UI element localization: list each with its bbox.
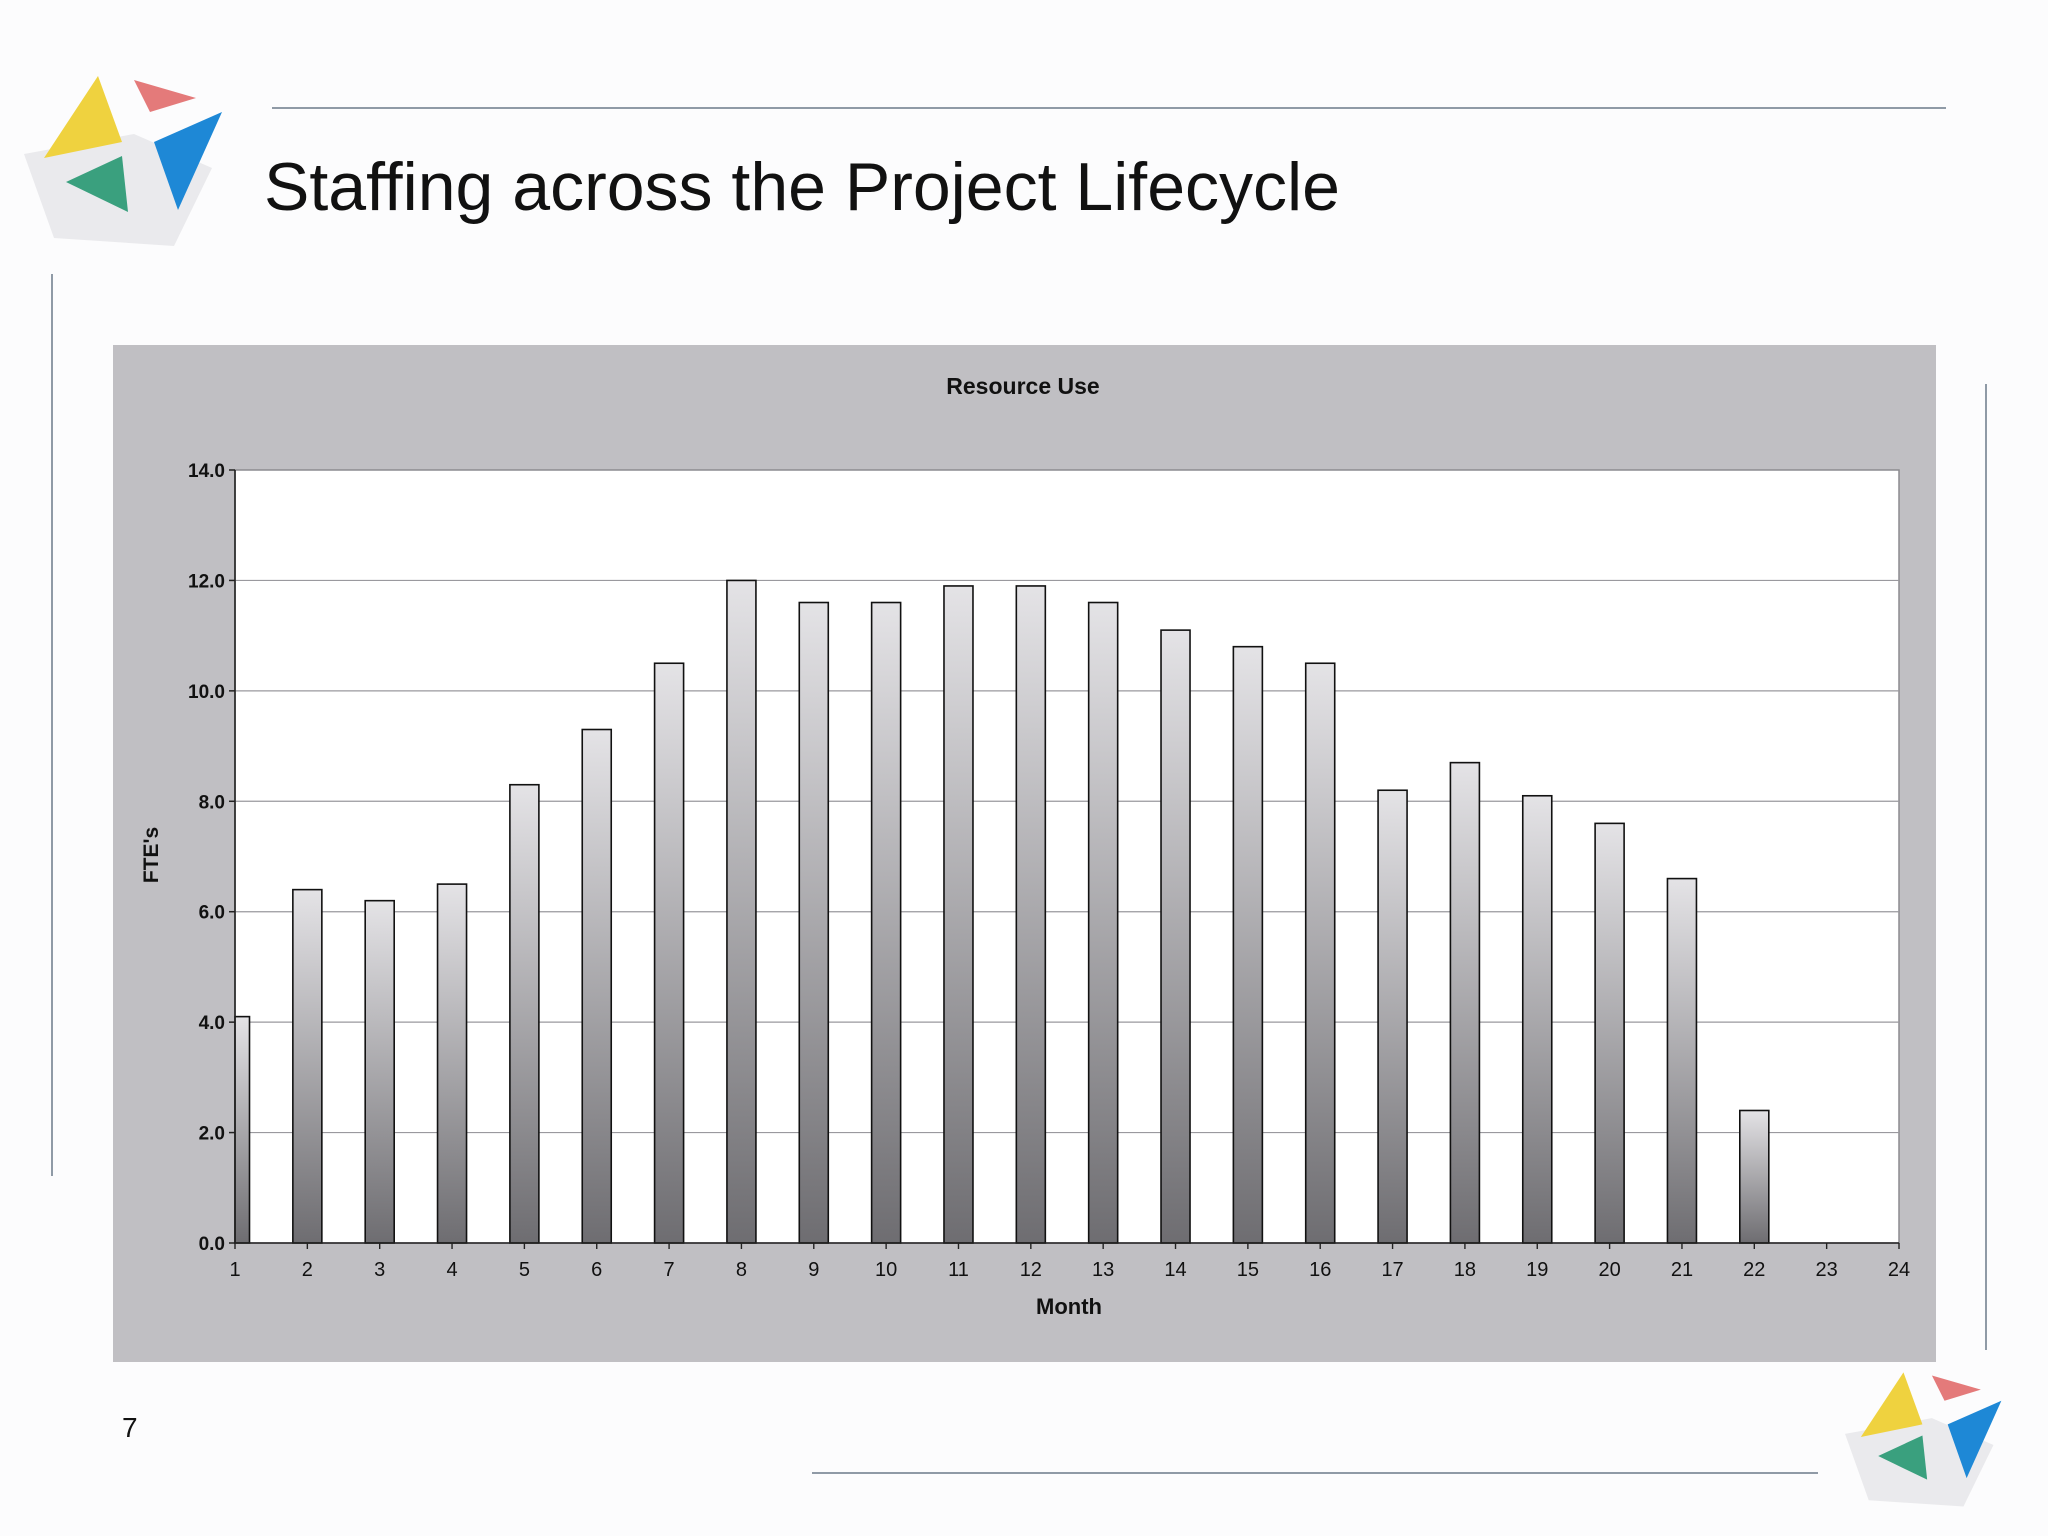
x-tick-label: 5	[519, 1259, 530, 1281]
logo-yellow-triangle	[1860, 1372, 1923, 1438]
bar	[509, 783, 540, 1244]
bar	[1521, 794, 1553, 1244]
x-tick-label: 6	[591, 1259, 602, 1281]
plot-area	[234, 469, 1900, 1244]
y-axis-label: FTE's	[140, 827, 163, 883]
bar	[234, 1015, 251, 1244]
y-tick-label: 2.0	[199, 1124, 225, 1145]
bar	[798, 601, 830, 1244]
x-tick-label: 4	[446, 1259, 457, 1281]
bar	[1087, 601, 1119, 1244]
chart-title: Resource Use	[946, 373, 1099, 399]
bar	[581, 728, 613, 1244]
x-tick-label: 16	[1309, 1259, 1331, 1281]
bar	[653, 662, 685, 1244]
x-tick-label: 7	[664, 1259, 675, 1281]
x-tick-label: 11	[948, 1259, 969, 1281]
y-tick-label: 6.0	[199, 903, 225, 924]
logo-red-triangle	[134, 80, 196, 112]
bar	[1232, 645, 1264, 1244]
x-tick-label: 12	[1020, 1259, 1042, 1281]
y-tick-label: 8.0	[199, 792, 225, 813]
bar	[726, 579, 757, 1244]
chart-area: 0.0 2.0 4.0 6.0 8.0 10.0 12.0 14.0 1 2 3 4 5 6 7 8 9 10 11…	[113, 345, 1936, 1362]
page-number: 7	[122, 1412, 138, 1443]
logo-icon	[24, 76, 222, 246]
x-tick-label: 19	[1526, 1259, 1548, 1281]
bar	[1449, 761, 1481, 1244]
right-divider	[1985, 384, 1987, 1350]
x-tick-label: 24	[1888, 1259, 1910, 1281]
x-tick-label: 22	[1743, 1259, 1765, 1281]
logo-red-triangle	[1931, 1375, 1981, 1401]
x-tick-label: 1	[229, 1259, 240, 1281]
y-tick-label: 0.0	[199, 1234, 225, 1255]
y-tick-label: 14.0	[188, 461, 225, 482]
bar	[1160, 629, 1191, 1244]
x-tick-label: 20	[1598, 1259, 1620, 1281]
y-tick-label: 4.0	[199, 1013, 225, 1034]
bar	[1594, 822, 1625, 1244]
bar	[1377, 789, 1408, 1244]
logo-green-triangle	[1878, 1435, 1928, 1480]
bar	[1666, 877, 1698, 1244]
bar	[1739, 1109, 1770, 1244]
x-tick-label: 13	[1092, 1259, 1114, 1281]
bar	[292, 888, 323, 1244]
x-tick-label: 10	[875, 1259, 897, 1281]
bar-chart: 0.02.04.06.08.010.012.014.01 2 3 4 5 6 7 8 9 10 11…	[140, 373, 1910, 1319]
y-tick-label: 10.0	[188, 682, 225, 703]
logo-blue-triangle	[154, 112, 222, 210]
left-divider	[51, 274, 53, 1176]
bar	[1015, 585, 1047, 1244]
x-tick-label: 3	[374, 1259, 385, 1281]
bar	[364, 899, 395, 1244]
logo-blue-triangle	[1947, 1400, 2002, 1479]
logo-yellow-triangle	[44, 76, 122, 158]
x-tick-label: 17	[1381, 1259, 1403, 1281]
x-tick-label: 23	[1816, 1259, 1838, 1281]
x-tick-label: 2	[302, 1259, 313, 1281]
x-tick-label: 15	[1237, 1259, 1259, 1281]
x-tick-label: 21	[1671, 1259, 1693, 1281]
x-tick-label: 8	[736, 1259, 747, 1281]
bottom-divider	[812, 1472, 1818, 1474]
bar	[1304, 662, 1336, 1244]
y-tick-label: 12.0	[188, 571, 225, 592]
x-tick-label: 14	[1164, 1259, 1186, 1281]
bar	[870, 601, 902, 1244]
logo-icon-bottom	[1845, 1372, 2002, 1507]
logo-green-triangle	[66, 156, 128, 212]
x-tick-label: 18	[1454, 1259, 1476, 1281]
bar	[436, 883, 468, 1244]
x-tick-label: 9	[808, 1259, 819, 1281]
top-divider	[272, 107, 1946, 109]
bar	[943, 585, 974, 1244]
x-axis-label: Month	[1036, 1294, 1102, 1319]
slide-title: Staffing across the Project Lifecycle	[264, 149, 1340, 225]
